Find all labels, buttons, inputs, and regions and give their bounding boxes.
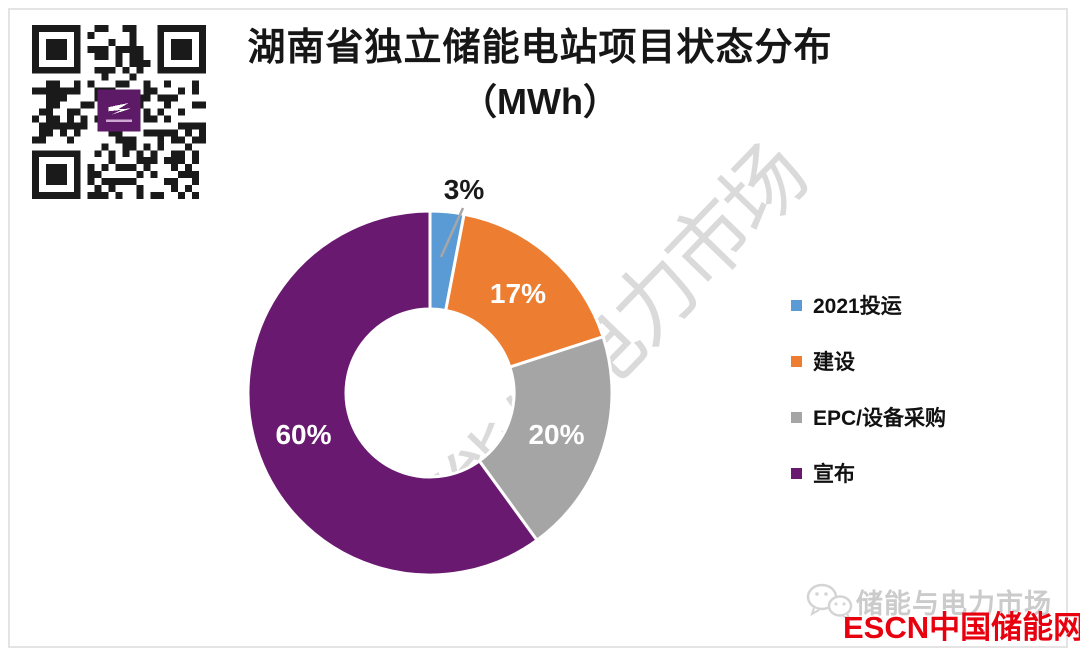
chart-title-block: 湖南省独立储能电站项目状态分布 （MWh） [0, 26, 1080, 123]
chart-title: 湖南省独立储能电站项目状态分布 [247, 27, 833, 69]
legend-item-announced: 宣布 [791, 458, 946, 488]
legend-label: 建设 [813, 351, 855, 374]
slice-label-outside: 3% [444, 174, 485, 205]
legend-item-construction: 建设 [791, 346, 946, 376]
pie-slice-3 [477, 334, 614, 543]
slice-label: 17% [490, 278, 546, 309]
qr-center-logo [97, 89, 141, 132]
legend: 2021投运 建设 EPC/设备采购 宣布 [791, 290, 946, 514]
qr-code [32, 25, 206, 199]
legend-label: EPC/设备采购 [813, 407, 947, 430]
footer-site-logo: ESCN中国储能网 [843, 610, 1080, 645]
pie-slice-2 [443, 212, 605, 369]
legend-label: 2021投运 [813, 295, 902, 318]
label-leader-line [439, 207, 465, 258]
legend-swatch [791, 467, 802, 479]
legend-item-epc-procurement: EPC/设备采购 [791, 402, 946, 432]
legend-swatch [791, 411, 802, 423]
legend-swatch [791, 355, 802, 367]
slice-label: 60% [275, 419, 331, 450]
wechat-icon [806, 583, 853, 622]
pie-slice-4 [246, 209, 540, 577]
slice-label: 20% [528, 419, 584, 450]
legend-swatch [791, 299, 802, 311]
footer-wechat-name: 储能与电力市场 [856, 589, 1052, 619]
chart-title-unit: （MWh） [461, 80, 619, 122]
legend-label: 宣布 [813, 463, 855, 486]
legend-item-2021-operational: 2021投运 [791, 290, 946, 320]
